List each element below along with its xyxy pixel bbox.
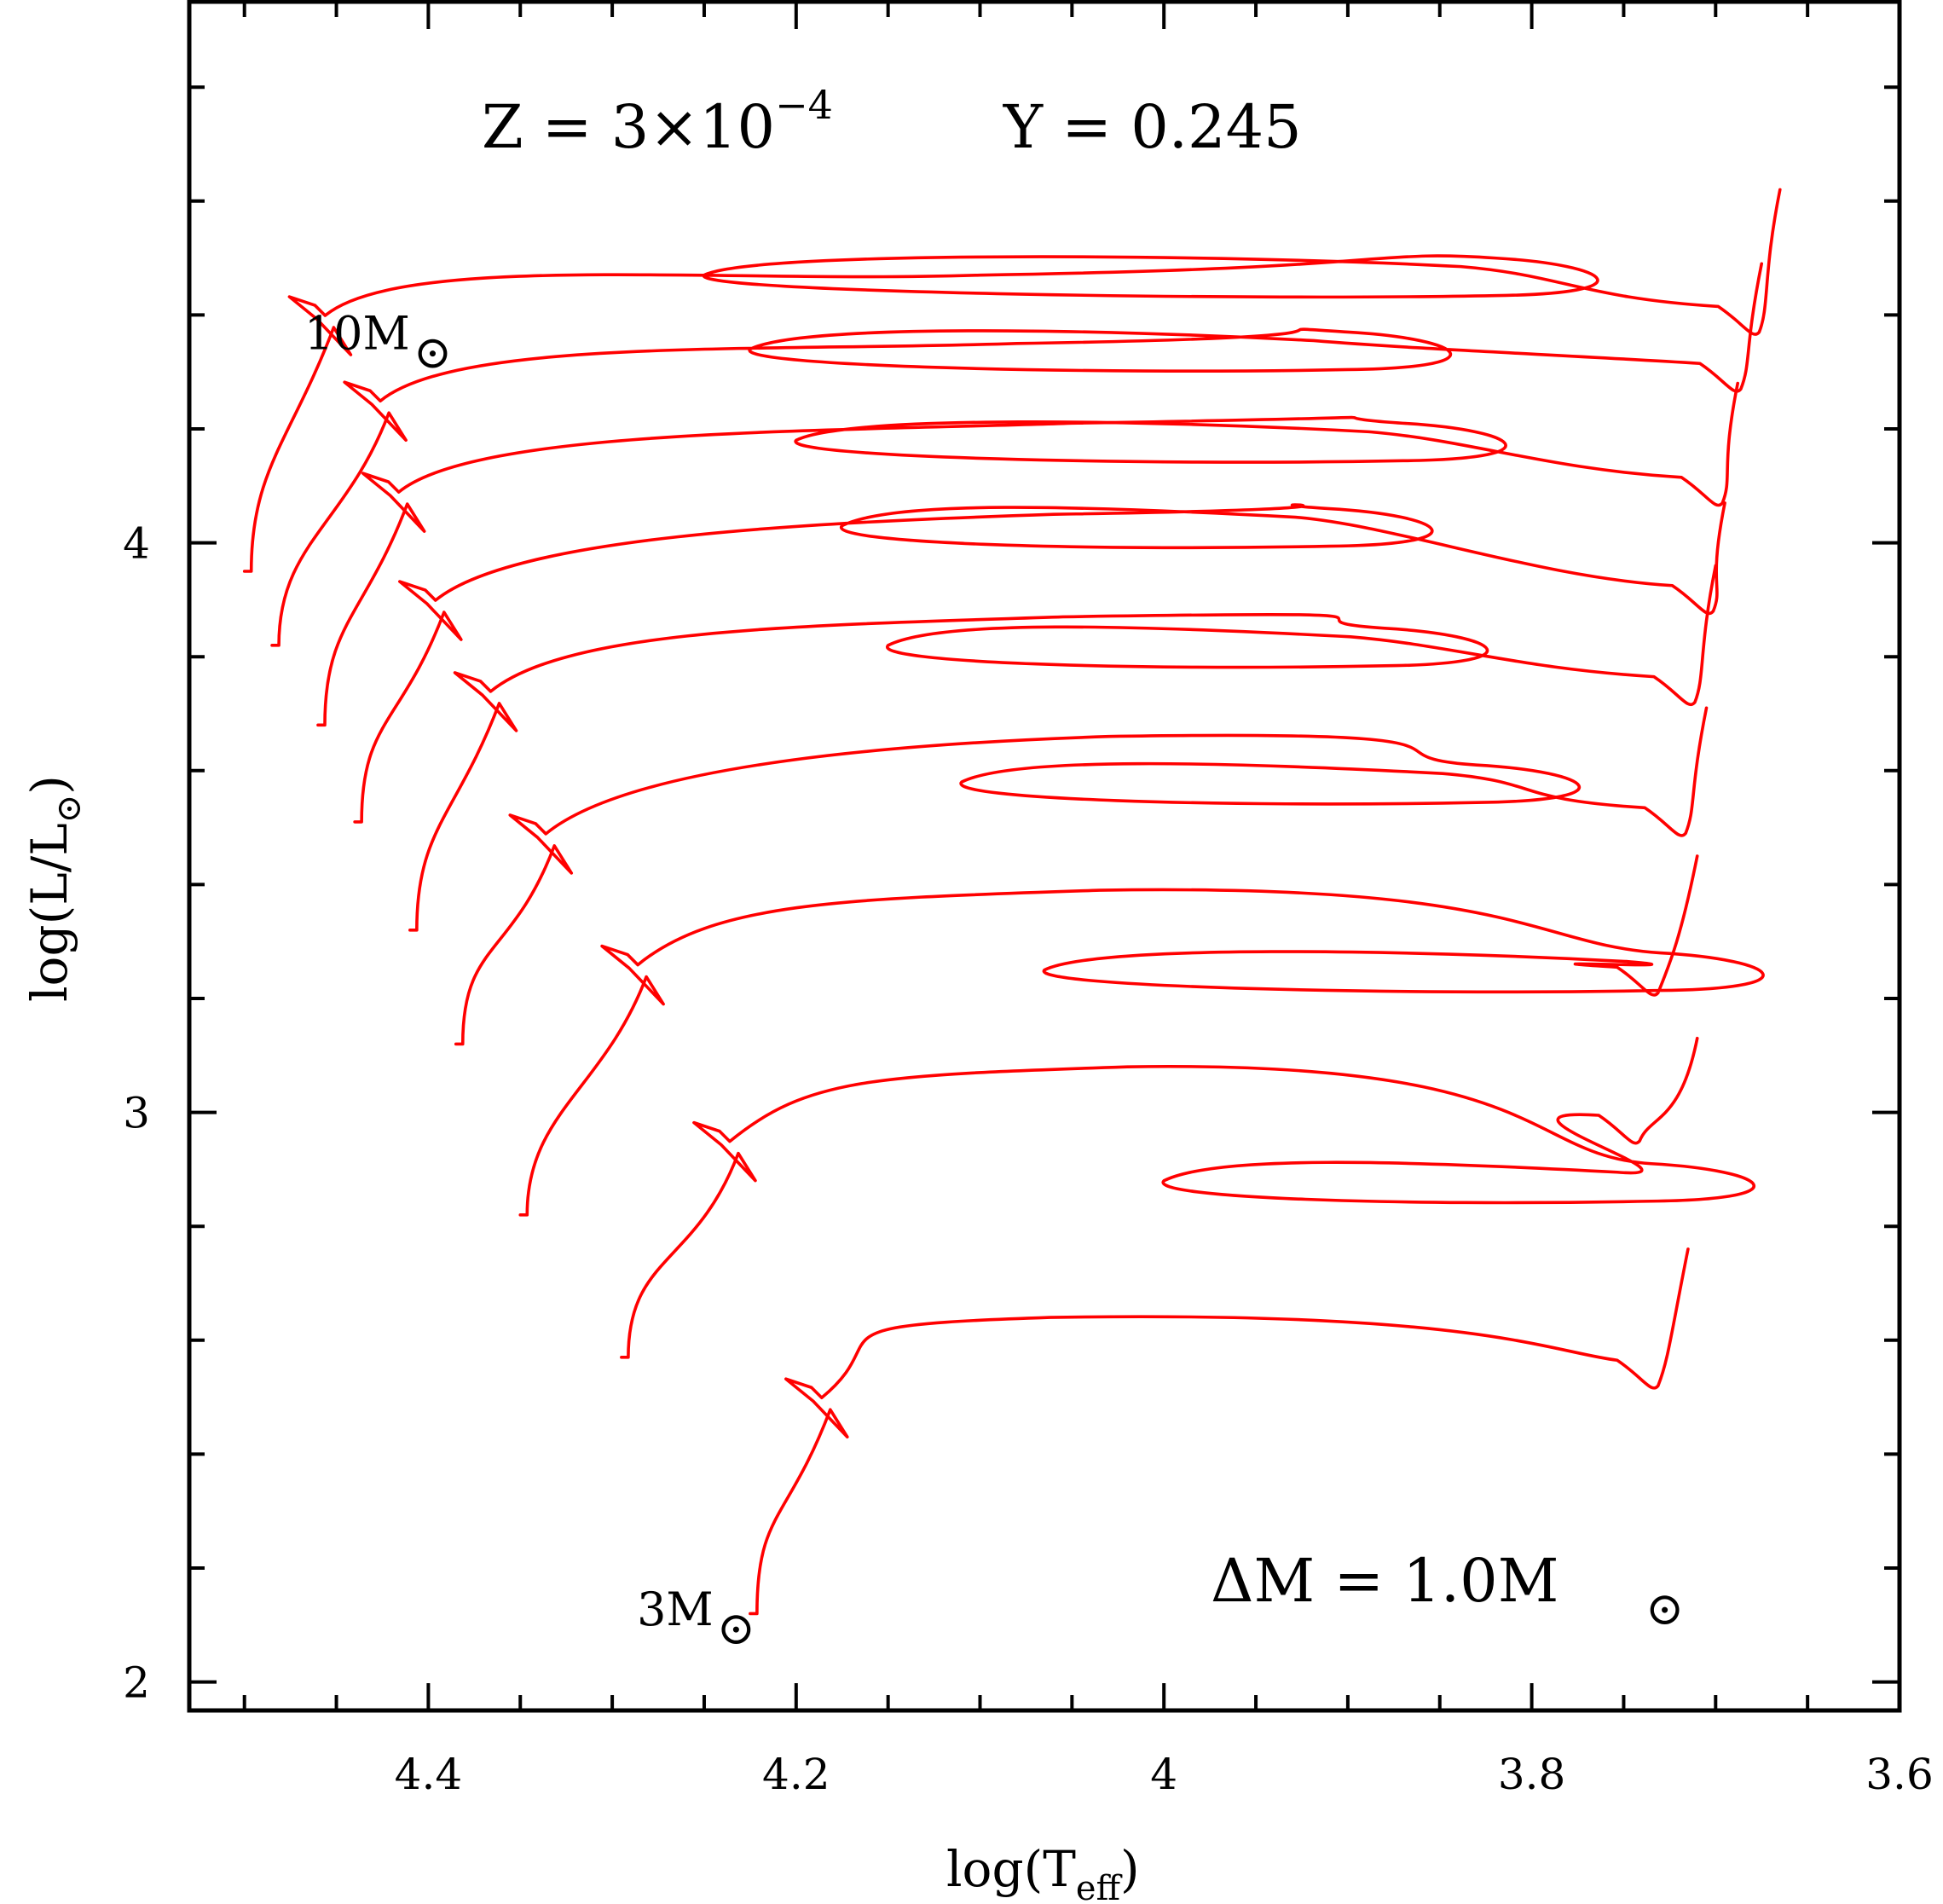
track-4-msun xyxy=(620,1036,1755,1359)
mass-label-sun-symbol: ⊙ xyxy=(413,325,452,379)
x-tick-labels: 4.4 4.2 4 3.8 3.6 xyxy=(395,1750,1934,1799)
mass-step-text: ΔM = 1.0M xyxy=(1211,1546,1558,1616)
track-5-msun xyxy=(518,854,1765,1217)
x-axis-title: log(Teff) xyxy=(946,1840,1140,1904)
plot-frame xyxy=(187,0,1902,1713)
title-z: Z = 3×10 xyxy=(482,92,775,162)
mass-label-text: 3M xyxy=(637,1583,714,1636)
title-y: Y = 0.245 xyxy=(1003,92,1302,162)
y-tick-label: 3 xyxy=(123,1089,150,1138)
track-7-msun xyxy=(408,564,1718,932)
x-tick-label: 4.2 xyxy=(762,1750,830,1799)
title-z-exponent: −4 xyxy=(775,82,833,128)
track-9-msun xyxy=(316,381,1739,727)
tick-marks xyxy=(189,2,1901,1710)
mass-label-text: 10M xyxy=(304,306,410,360)
mass-step-sun-symbol: ⊙ xyxy=(1645,1582,1684,1635)
mass-label: 3M ⊙ xyxy=(637,1583,755,1655)
y-tick-labels: 2 3 4 xyxy=(123,519,150,1708)
mass-step-annotation: ΔM = 1.0M ⊙ xyxy=(1211,1546,1684,1635)
mass-label: 10M ⊙ xyxy=(304,306,452,379)
y-axis-title: log(L/L⊙) xyxy=(20,775,89,1002)
x-tick-label: 4.4 xyxy=(395,1750,463,1799)
track-11-msun xyxy=(242,188,1782,573)
evolutionary-tracks xyxy=(242,188,1782,1616)
track-8-msun xyxy=(353,501,1726,824)
track-10-msun xyxy=(270,262,1764,647)
chart-title: Z = 3×10−4 Y = 0.245 xyxy=(482,82,1302,162)
mass-label-sun-symbol: ⊙ xyxy=(717,1601,755,1655)
x-tick-label: 3.8 xyxy=(1498,1750,1566,1799)
x-tick-label: 4 xyxy=(1150,1750,1177,1799)
x-tick-label: 3.6 xyxy=(1865,1750,1934,1799)
y-axis-title-subscript: ⊙ xyxy=(49,795,89,824)
x-axis-title-subscript: eff xyxy=(1076,1869,1123,1904)
mass-labels: 10M ⊙3M ⊙ xyxy=(304,306,755,1654)
track-6-msun xyxy=(454,706,1709,1046)
y-tick-label: 4 xyxy=(123,519,150,569)
track-3-msun xyxy=(749,1247,1690,1616)
y-tick-label: 2 xyxy=(123,1658,150,1708)
